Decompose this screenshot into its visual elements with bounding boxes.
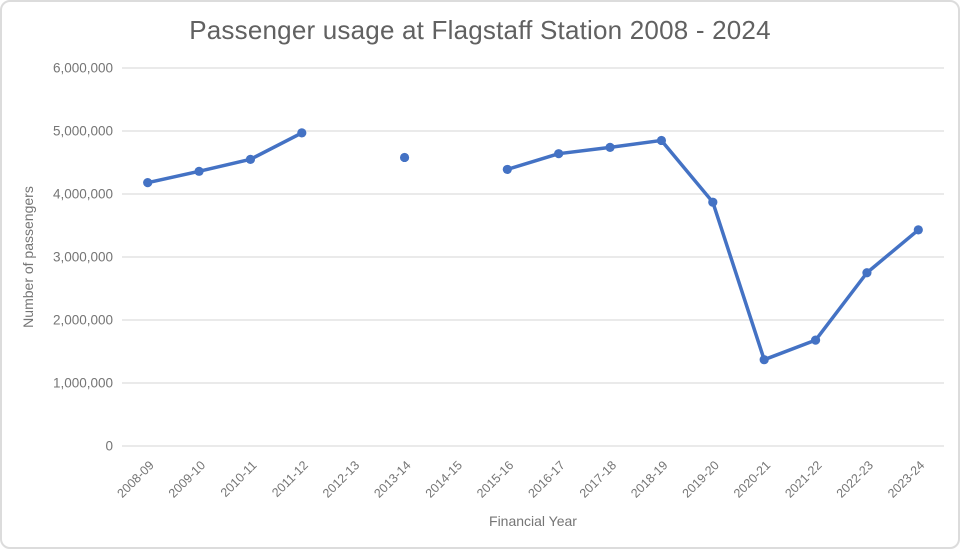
x-tick-label: 2009-10 <box>166 458 208 500</box>
x-tick-label: 2014-15 <box>423 458 465 500</box>
x-tick-label: 2015-16 <box>474 458 516 500</box>
x-tick-label: 2017-18 <box>577 458 619 500</box>
x-tick-label: 2018-19 <box>628 458 670 500</box>
data-point-2021-22 <box>811 336 820 345</box>
x-tick-label: 2022-23 <box>834 458 876 500</box>
data-point-2020-21 <box>760 355 769 364</box>
y-tick-label: 4,000,000 <box>53 187 113 202</box>
x-tick-label: 2008-09 <box>114 458 156 500</box>
x-tick-label: 2016-17 <box>525 458 567 500</box>
data-point-2010-11 <box>246 155 255 164</box>
data-point-2013-14 <box>400 153 409 162</box>
x-tick-label: 2020-21 <box>731 458 773 500</box>
data-point-2011-12 <box>297 128 306 137</box>
line-series <box>148 133 302 183</box>
line-series <box>507 140 918 359</box>
data-point-2018-19 <box>657 136 666 145</box>
x-tick-label: 2013-14 <box>371 458 413 500</box>
y-tick-label: 1,000,000 <box>53 376 113 391</box>
y-tick-label: 0 <box>105 439 113 454</box>
data-point-2017-18 <box>605 143 614 152</box>
x-tick-label: 2021-22 <box>782 458 824 500</box>
data-point-2023-24 <box>914 225 923 234</box>
data-point-2008-09 <box>143 178 152 187</box>
x-tick-label: 2019-20 <box>680 458 722 500</box>
y-tick-label: 5,000,000 <box>53 124 113 139</box>
y-tick-label: 6,000,000 <box>53 61 113 76</box>
data-point-2009-10 <box>194 167 203 176</box>
y-tick-label: 2,000,000 <box>53 313 113 328</box>
data-point-2022-23 <box>862 268 871 277</box>
x-axis-title: Financial Year <box>489 513 577 529</box>
x-tick-label: 2023-24 <box>885 458 927 500</box>
y-tick-label: 3,000,000 <box>53 250 113 265</box>
data-point-2019-20 <box>708 198 717 207</box>
data-point-2016-17 <box>554 149 563 158</box>
x-tick-label: 2011-12 <box>269 458 311 500</box>
data-point-2015-16 <box>503 165 512 174</box>
x-tick-label: 2010-11 <box>218 458 260 500</box>
x-tick-label: 2012-13 <box>320 458 362 500</box>
y-axis-title: Number of passengers <box>20 186 36 328</box>
